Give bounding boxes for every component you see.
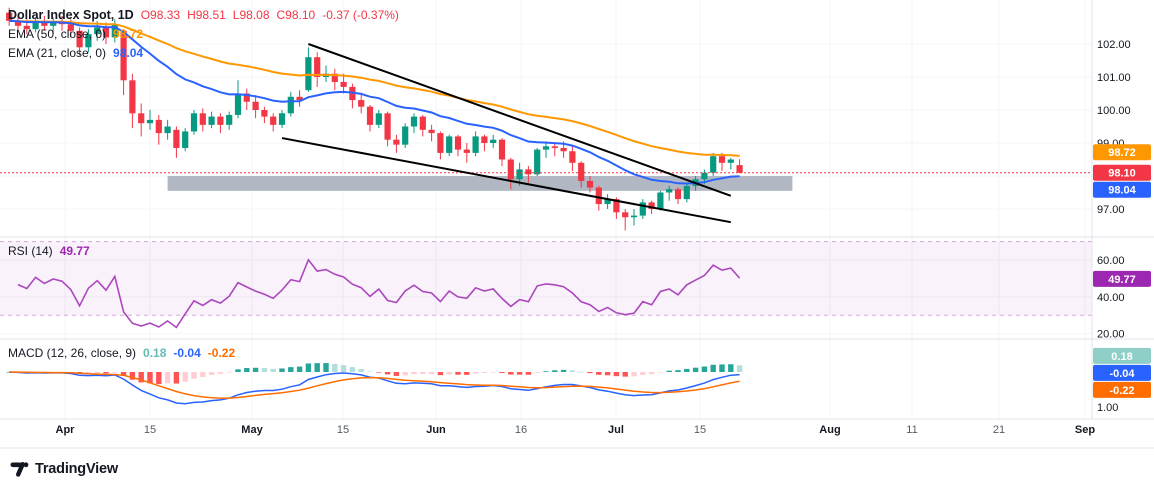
svg-text:98.04: 98.04 <box>1108 185 1136 197</box>
macd-line-badge: -0.04 <box>1093 364 1151 381</box>
symbol-title[interactable]: Dollar Index Spot, 1D <box>8 7 134 22</box>
svg-text:49.77: 49.77 <box>1108 274 1136 286</box>
rsi-legend-row: RSI (14) 49.77 <box>8 241 90 260</box>
price-axis-label: 40.00 <box>1097 292 1125 304</box>
svg-text:98.72: 98.72 <box>1108 147 1136 159</box>
svg-text:-0.04: -0.04 <box>1109 368 1135 380</box>
time-axis[interactable]: Apr 15 May 15 Jun 16 Jul 15 Aug 11 21 Sep <box>56 424 1096 436</box>
time-axis-label: 15 <box>144 424 156 436</box>
macd-hist-value: 0.18 <box>143 345 167 360</box>
rsi-value: 49.77 <box>59 243 90 258</box>
price-axis-label: 100.00 <box>1097 105 1131 117</box>
ema21-label[interactable]: EMA (21, close, 0) <box>8 45 107 60</box>
macd-line-value: -0.04 <box>173 345 201 360</box>
time-axis-label: 15 <box>337 424 349 436</box>
time-axis-label: 21 <box>993 424 1005 436</box>
rsi-band <box>0 241 1092 316</box>
ohlc-change: -0.37 (-0.37%) <box>322 7 399 22</box>
ema50-value: 98.72 <box>113 26 144 41</box>
ohlc-open: O98.33 <box>140 7 181 22</box>
macd-legend: MACD (12, 26, close, 9) 0.18 -0.04 -0.22 <box>8 343 235 362</box>
price-axis-label: 101.00 <box>1097 72 1131 84</box>
ema21-value-badge: 98.04 <box>1093 181 1151 198</box>
macd-legend-row: MACD (12, 26, close, 9) 0.18 -0.04 -0.22 <box>8 343 235 362</box>
trendline[interactable] <box>308 43 732 197</box>
ema21-legend-row: EMA (21, close, 0) 98.04 <box>8 43 399 62</box>
macd-signal-value: -0.22 <box>207 345 236 360</box>
last-price-badge: 98.10 <box>1093 164 1151 181</box>
time-axis-label: Apr <box>56 424 76 436</box>
tradingview-logo-icon <box>10 462 29 477</box>
macd-hist-badge: 0.18 <box>1093 347 1151 364</box>
price-axis-label: 60.00 <box>1097 255 1125 267</box>
time-axis-label: 11 <box>906 424 917 436</box>
price-axis[interactable]: 102.00101.00100.0099.0097.0060.0040.0020… <box>1097 39 1131 414</box>
ohlc-high: H98.51 <box>187 7 226 22</box>
macd-line[interactable] <box>9 371 740 405</box>
ema50-legend-row: EMA (50, close, 0) 98.72 <box>8 24 399 43</box>
macd-signal-badge: -0.22 <box>1093 381 1151 398</box>
rsi-label[interactable]: RSI (14) <box>8 243 53 258</box>
symbol-legend: Dollar Index Spot, 1D O98.33 H98.51 L98.… <box>8 5 399 62</box>
price-axis-label: 97.00 <box>1097 204 1125 216</box>
support-zone[interactable] <box>167 176 793 191</box>
ema21-value: 98.04 <box>113 45 144 60</box>
price-axis-label: 20.00 <box>1097 329 1125 341</box>
candlestick-series <box>6 7 743 231</box>
time-axis-label: Aug <box>819 424 840 436</box>
macd-histogram <box>6 363 743 385</box>
svg-text:98.10: 98.10 <box>1108 168 1136 180</box>
time-axis-label: Jun <box>426 424 446 436</box>
time-axis-label: 16 <box>515 424 527 436</box>
ema50-label[interactable]: EMA (50, close, 0) <box>8 26 107 41</box>
rsi-line[interactable] <box>17 258 741 329</box>
rsi-value-badge: 49.77 <box>1093 270 1151 287</box>
price-axis-label: 1.00 <box>1097 402 1118 414</box>
time-axis-label: 15 <box>694 424 706 436</box>
time-axis-label: May <box>241 424 263 436</box>
svg-text:0.18: 0.18 <box>1111 351 1132 363</box>
ema50-value-badge: 98.72 <box>1093 144 1151 161</box>
ema21-line[interactable] <box>9 19 740 185</box>
ohlc-low: L98.08 <box>232 7 270 22</box>
trendline[interactable] <box>281 137 731 224</box>
rsi-legend: RSI (14) 49.77 <box>8 241 90 260</box>
tradingview-logo-text: TradingView <box>35 460 118 477</box>
time-axis-label: Sep <box>1075 424 1095 436</box>
time-axis-label: Jul <box>608 424 624 436</box>
tradingview-logo[interactable]: TradingView <box>10 459 118 478</box>
macd-label[interactable]: MACD (12, 26, close, 9) <box>8 345 137 360</box>
price-axis-label: 102.00 <box>1097 39 1131 51</box>
macd-signal-line[interactable] <box>9 371 740 399</box>
ohlc-close: C98.10 <box>276 7 316 22</box>
ema50-line[interactable] <box>9 19 740 157</box>
svg-text:-0.22: -0.22 <box>1109 385 1134 397</box>
symbol-row: Dollar Index Spot, 1D O98.33 H98.51 L98.… <box>8 5 399 24</box>
